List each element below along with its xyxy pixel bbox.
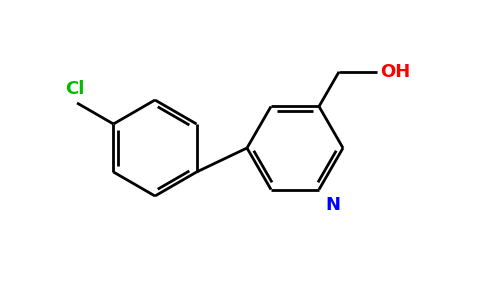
Text: N: N (325, 196, 340, 214)
Text: OH: OH (380, 63, 410, 81)
Text: Cl: Cl (65, 80, 85, 98)
